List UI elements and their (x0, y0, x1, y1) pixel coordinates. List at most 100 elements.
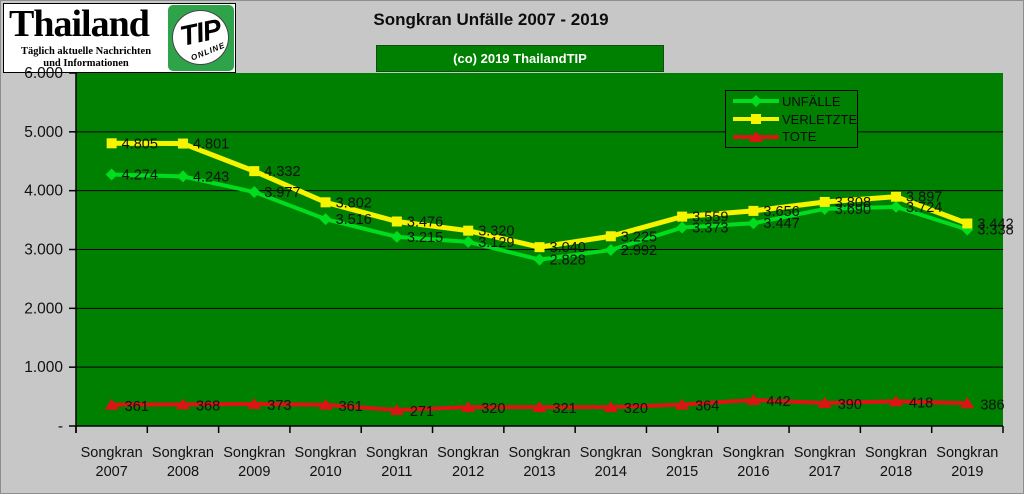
x-axis-label-year: 2012 (452, 464, 484, 480)
data-point-label: 390 (838, 397, 862, 413)
data-point-label: 361 (339, 399, 363, 415)
data-point-marker (247, 398, 262, 410)
data-point-label: 442 (766, 394, 790, 410)
x-axis-label: Songkran (81, 445, 143, 461)
logo-subtitle-line1: Täglich aktuelle Nachrichten (20, 46, 152, 57)
data-point-label: 418 (909, 395, 933, 411)
data-point-marker (747, 217, 760, 230)
data-point-marker (462, 235, 475, 248)
thailand-tip-logo: Thailand Täglich aktuelle Nachrichten un… (3, 3, 236, 73)
data-point-label: 3.476 (407, 214, 443, 230)
data-point-label: 271 (410, 404, 434, 420)
tip-badge-circle (172, 10, 229, 65)
legend-label: UNFÄLLE (782, 93, 841, 109)
data-point-label: 320 (481, 401, 505, 417)
y-axis-tick-label: - (58, 418, 63, 435)
data-point-marker (962, 218, 973, 229)
data-point-label: 3.320 (478, 224, 514, 240)
data-point-marker (320, 197, 331, 208)
data-point-label: 368 (196, 398, 220, 414)
data-point-label: 3.559 (692, 210, 728, 226)
data-point-label: 3.040 (550, 240, 586, 256)
data-point-marker (105, 168, 118, 181)
data-point-label: 3.724 (906, 200, 942, 216)
data-point-marker (746, 393, 761, 405)
logo-text-block: Thailand Täglich aktuelle Nachrichten un… (4, 4, 168, 72)
data-point-label: 3.215 (407, 230, 443, 246)
data-point-marker (819, 196, 830, 207)
x-axis-label: Songkran (794, 445, 856, 461)
data-point-marker (817, 397, 832, 409)
legend-marker-icon (733, 95, 779, 108)
x-axis-label-year: 2010 (309, 464, 341, 480)
x-axis-label-year: 2018 (880, 464, 912, 480)
data-point-marker (676, 221, 689, 234)
data-point-marker (890, 200, 903, 213)
data-point-marker (532, 401, 547, 413)
copyright-text: (co) 2019 ThailandTIP (453, 51, 587, 66)
data-point-label: 2.992 (621, 243, 657, 259)
data-point-label: 2.828 (550, 253, 586, 269)
y-axis-tick-label: 3.000 (24, 242, 63, 259)
data-point-marker (318, 398, 333, 410)
data-point-marker (389, 404, 404, 416)
data-point-marker (604, 243, 617, 256)
x-axis-label-year: 2007 (96, 464, 128, 480)
copyright-banner: (co) 2019 ThailandTIP (376, 45, 664, 72)
tip-badge-icon: TIP ONLINE (168, 5, 234, 71)
data-point-marker (461, 401, 476, 413)
logo-subtitle: Täglich aktuelle Nachrichten und Informa… (4, 46, 168, 70)
chart-legend: UNFÄLLE VERLETZTE TOTE (725, 90, 858, 148)
x-axis-label-year: 2015 (666, 464, 698, 480)
data-point-label: 3.656 (763, 204, 799, 220)
logo-title: Thailand (9, 3, 150, 45)
x-axis-label: Songkran (223, 445, 285, 461)
data-point-label: 3.516 (336, 212, 372, 228)
x-axis-label: Songkran (366, 445, 428, 461)
data-point-label: 373 (267, 398, 291, 414)
data-point-marker (960, 397, 975, 409)
data-point-label: 3.373 (692, 221, 728, 237)
data-point-marker (390, 230, 403, 243)
x-axis-label: Songkran (865, 445, 927, 461)
data-point-label: 361 (125, 399, 149, 415)
y-axis-tick-label: 4.000 (24, 183, 63, 200)
data-point-marker (106, 138, 117, 149)
x-axis-label: Songkran (722, 445, 784, 461)
data-point-label: 321 (553, 401, 577, 417)
data-point-marker (675, 398, 690, 410)
data-point-marker (175, 398, 190, 410)
x-axis-label-year: 2016 (737, 464, 769, 480)
data-point-marker (463, 225, 474, 236)
data-point-label: 3.338 (977, 223, 1013, 239)
data-point-marker (534, 242, 545, 253)
data-point-label: 364 (695, 399, 719, 415)
x-axis-label: Songkran (152, 445, 214, 461)
data-point-label: 320 (624, 401, 648, 417)
chart-title: Songkran Unfälle 2007 - 2019 (373, 10, 609, 29)
data-point-marker (748, 205, 759, 216)
data-point-label: 4.243 (193, 169, 229, 185)
x-axis-label-year: 2011 (381, 464, 412, 480)
legend-item-unflle: UNFÄLLE (731, 93, 857, 110)
x-axis-label-year: 2013 (523, 464, 555, 480)
logo-subtitle-line2: und Informationen (43, 58, 129, 69)
data-point-marker (176, 170, 189, 183)
y-axis-tick-label: 6.000 (24, 65, 63, 82)
x-axis-label: Songkran (936, 445, 998, 461)
data-point-marker (104, 398, 119, 410)
y-axis-tick-label: 1.000 (24, 359, 63, 376)
data-point-label: 3.897 (906, 190, 942, 206)
x-axis-label-year: 2019 (951, 464, 983, 480)
data-point-label: 4.274 (122, 168, 158, 184)
data-point-label: 3.977 (264, 185, 300, 201)
data-point-label: 386 (980, 397, 1004, 413)
data-point-marker (177, 138, 188, 149)
x-axis-label: Songkran (508, 445, 570, 461)
data-point-marker (319, 213, 332, 226)
data-point-label: 4.332 (264, 164, 300, 180)
data-point-label: 3.129 (478, 235, 514, 251)
data-point-marker (677, 211, 688, 222)
